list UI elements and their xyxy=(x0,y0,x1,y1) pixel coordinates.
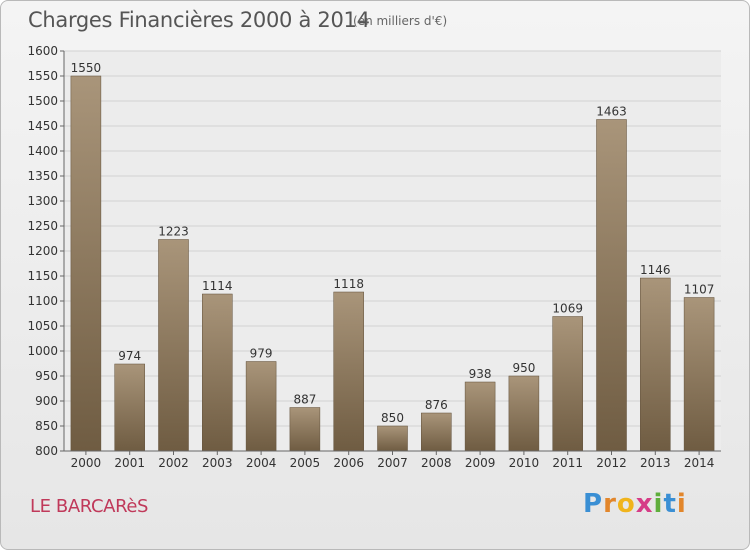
y-tick-label: 1300 xyxy=(27,194,58,208)
bars: 1550 974 1223 1114 979 887 1118 850 876 938 950 106… xyxy=(70,61,715,452)
x-tick-label: 2001 xyxy=(114,456,145,470)
town-name: LE BARCARèS xyxy=(30,496,149,517)
bar xyxy=(202,293,233,452)
logo-letter: x xyxy=(635,489,654,519)
x-tick-label: 2007 xyxy=(377,456,408,470)
x-tick-label: 2012 xyxy=(596,456,627,470)
bar xyxy=(683,297,715,452)
x-tick-label: 2006 xyxy=(333,456,364,470)
data-label: 1463 xyxy=(596,105,627,119)
logo-letter: i xyxy=(653,489,664,519)
data-label: 850 xyxy=(381,411,404,425)
y-tick-label: 1150 xyxy=(27,269,58,283)
bar xyxy=(640,277,671,452)
bar xyxy=(508,375,540,452)
y-tick-label: 1250 xyxy=(27,219,58,233)
data-label: 1223 xyxy=(158,225,189,239)
x-tick-label: 2013 xyxy=(640,456,671,470)
bar xyxy=(421,412,452,452)
bar xyxy=(552,316,583,452)
x-axis-ticks: 2000 2001 2002 2003 2004 2005 2006 2007 2008 2009… xyxy=(71,451,715,470)
bar xyxy=(464,381,496,452)
data-label: 1146 xyxy=(640,263,671,277)
chart-title: Charges Financières 2000 à 2014 xyxy=(28,8,370,32)
logo-letter: t xyxy=(663,489,677,519)
logo-letter: i xyxy=(676,489,687,519)
y-tick-label: 1400 xyxy=(27,144,58,158)
y-axis-ticks: 800 850 900 950 1000 1050 1100 1150 1200 1250 1300… xyxy=(27,44,64,458)
data-label: 1118 xyxy=(333,277,364,291)
logo-letter: r xyxy=(603,489,617,519)
x-tick-label: 2003 xyxy=(202,456,233,470)
x-tick-label: 2010 xyxy=(509,456,540,470)
y-tick-label: 1500 xyxy=(27,94,58,108)
y-tick-label: 900 xyxy=(35,394,58,408)
x-tick-label: 2004 xyxy=(246,456,277,470)
y-tick-label: 1050 xyxy=(27,319,58,333)
y-tick-label: 950 xyxy=(35,369,58,383)
data-label: 1107 xyxy=(684,283,715,297)
x-tick-label: 2008 xyxy=(421,456,452,470)
logo-letter: P xyxy=(583,489,604,519)
logo-letter: o xyxy=(616,489,636,519)
bar xyxy=(596,119,627,452)
x-tick-label: 2009 xyxy=(465,456,496,470)
y-tick-label: 800 xyxy=(35,444,58,458)
y-tick-label: 1100 xyxy=(27,294,58,308)
bar xyxy=(289,407,321,452)
data-label: 938 xyxy=(469,367,492,381)
x-tick-label: 2014 xyxy=(684,456,715,470)
proxiti-logo[interactable]: Proxiti xyxy=(583,489,687,519)
bar xyxy=(70,75,102,452)
y-tick-label: 1450 xyxy=(27,119,58,133)
x-tick-label: 2005 xyxy=(290,456,321,470)
x-tick-label: 2000 xyxy=(71,456,102,470)
data-label: 950 xyxy=(512,361,535,375)
y-tick-label: 1000 xyxy=(27,344,58,358)
data-label: 979 xyxy=(250,347,273,361)
y-tick-label: 1350 xyxy=(27,169,58,183)
data-label: 1114 xyxy=(202,279,233,293)
bar xyxy=(377,425,408,452)
y-tick-label: 850 xyxy=(35,419,58,433)
data-label: 876 xyxy=(425,398,448,412)
bar xyxy=(245,361,277,452)
y-tick-label: 1200 xyxy=(27,244,58,258)
data-label: 887 xyxy=(293,393,316,407)
bar xyxy=(158,239,189,452)
y-tick-label: 1550 xyxy=(27,69,58,83)
chart-subtitle: (en milliers d'€) xyxy=(353,14,448,28)
x-tick-label: 2011 xyxy=(552,456,583,470)
bar xyxy=(333,291,364,452)
data-label: 1550 xyxy=(71,61,102,75)
bar xyxy=(114,363,145,452)
data-label: 1069 xyxy=(552,302,583,316)
x-tick-label: 2002 xyxy=(158,456,189,470)
data-label: 974 xyxy=(118,349,141,363)
y-tick-label: 1600 xyxy=(27,44,58,58)
